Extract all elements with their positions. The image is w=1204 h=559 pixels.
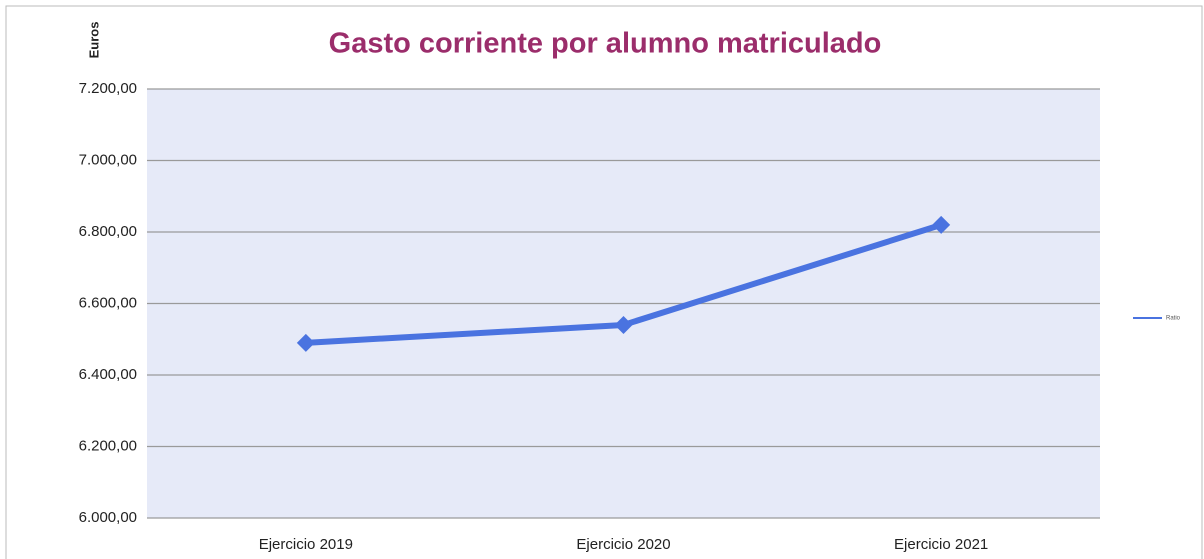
- data-point: [932, 215, 951, 234]
- x-tick-label: Ejercicio 2020: [576, 536, 670, 553]
- y-tick-label: 7.200,00: [79, 80, 137, 97]
- y-tick-label: 6.400,00: [79, 366, 137, 383]
- x-tick-label: Ejercicio 2019: [259, 536, 353, 553]
- y-tick-label: 6.200,00: [79, 437, 137, 454]
- y-tick-label: 6.800,00: [79, 223, 137, 240]
- y-tick-label: 6.000,00: [79, 509, 137, 526]
- y-tick-label: 6.600,00: [79, 294, 137, 311]
- data-point: [296, 333, 315, 352]
- y-tick-label: 7.000,00: [79, 151, 137, 168]
- data-point: [614, 315, 633, 334]
- chart-title: Gasto corriente por alumno matriculado: [329, 28, 882, 60]
- y-axis-label: Euros: [86, 22, 101, 59]
- legend-label: Ratio: [1166, 316, 1181, 322]
- x-tick-label: Ejercicio 2021: [894, 536, 988, 553]
